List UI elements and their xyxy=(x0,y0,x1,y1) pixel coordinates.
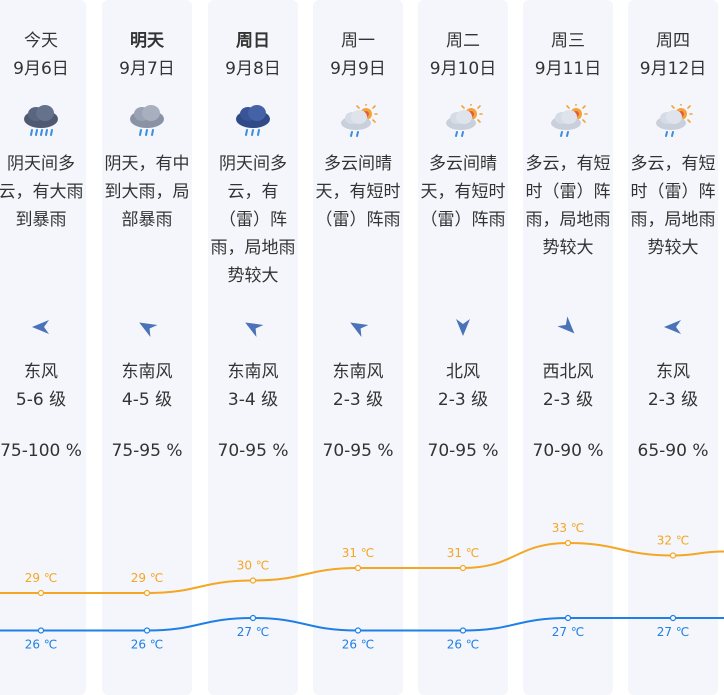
thunder-shower-icon xyxy=(208,104,298,144)
humidity: 75-100 % xyxy=(0,441,82,461)
forecast-day: 周一 9月9日 多云间晴天，有短时（雷）阵雨 xyxy=(313,0,403,695)
day-date: 9月7日 xyxy=(119,59,175,79)
humidity: 70-95 % xyxy=(427,441,499,461)
wind-direction-arrow-icon xyxy=(418,316,508,342)
humidity: 70-95 % xyxy=(217,441,289,461)
forecast-day: 今天 9月6日 阴天间多云，有大雨到暴雨 东风 5-6 级 75-100 % xyxy=(0,0,86,695)
day-name: 周日 xyxy=(236,31,270,51)
wind-direction-arrow-icon xyxy=(208,316,298,342)
wind-direction-arrow-icon xyxy=(313,316,403,342)
day-name: 周四 xyxy=(656,31,690,51)
wind-level: 2-3 级 xyxy=(332,390,384,410)
moderate-rain-icon xyxy=(102,104,192,144)
wind-direction-arrow-icon xyxy=(102,316,192,342)
day-name: 今天 xyxy=(24,31,58,51)
wind-level: 2-3 级 xyxy=(647,390,699,410)
day-name: 明天 xyxy=(130,31,164,51)
day-date: 9月8日 xyxy=(225,59,281,79)
wind-direction-arrow-icon xyxy=(523,316,613,342)
wind-level: 5-6 级 xyxy=(15,390,67,410)
partly-cloudy-shower-icon xyxy=(523,104,613,144)
humidity: 65-90 % xyxy=(637,441,709,461)
partly-cloudy-shower-icon xyxy=(313,104,403,144)
day-date: 9月11日 xyxy=(534,59,602,79)
day-name: 周二 xyxy=(446,31,480,51)
humidity: 70-95 % xyxy=(322,441,394,461)
day-date: 9月12日 xyxy=(639,59,707,79)
weather-description: 阴天，有中到大雨，局部暴雨 xyxy=(104,154,190,230)
wind-direction: 东南风 xyxy=(227,362,279,382)
wind-direction-arrow-icon xyxy=(628,316,718,342)
weather-description: 多云间晴天，有短时（雷）阵雨 xyxy=(315,154,401,230)
wind-direction-arrow-icon xyxy=(0,316,86,342)
wind-level: 2-3 级 xyxy=(437,390,489,410)
humidity: 75-95 % xyxy=(111,441,183,461)
wind-level: 3-4 级 xyxy=(227,390,279,410)
weather-description: 阴天间多云，有（雷）阵雨，局地雨势较大 xyxy=(210,154,296,286)
day-date: 9月6日 xyxy=(13,59,69,79)
wind-direction: 东风 xyxy=(24,362,58,382)
forecast-day: 周四 9月12日 多云，有短时（雷）阵雨，局地雨势较大 xyxy=(628,0,718,695)
wind-level: 2-3 级 xyxy=(542,390,594,410)
day-name: 周三 xyxy=(551,31,585,51)
humidity: 70-90 % xyxy=(532,441,604,461)
forecast-day: 明天 9月7日 阴天，有中到大雨，局部暴雨 东南风 4-5 级 75-95 % xyxy=(102,0,192,695)
day-date: 9月10日 xyxy=(429,59,497,79)
forecast-day: 周日 9月8日 阴天间多云，有（雷）阵雨，局地雨势较大 东南风 3-4 级 70… xyxy=(208,0,298,695)
day-date: 9月9日 xyxy=(330,59,386,79)
partly-cloudy-shower-icon xyxy=(418,104,508,144)
weather-description: 阴天间多云，有大雨到暴雨 xyxy=(0,154,84,230)
heavy-rain-icon xyxy=(0,104,86,144)
wind-direction: 北风 xyxy=(446,362,480,382)
weather-description: 多云，有短时（雷）阵雨，局地雨势较大 xyxy=(630,154,716,258)
partly-cloudy-shower-icon xyxy=(628,104,718,144)
wind-direction: 东南风 xyxy=(121,362,173,382)
wind-direction: 西北风 xyxy=(542,362,594,382)
weather-description: 多云，有短时（雷）阵雨，局地雨势较大 xyxy=(525,154,611,258)
day-name: 周一 xyxy=(341,31,375,51)
forecast-day: 周三 9月11日 多云，有短时（雷）阵雨，局地雨势较大 xyxy=(523,0,613,695)
weather-description: 多云间晴天，有短时（雷）阵雨 xyxy=(420,154,506,230)
wind-level: 4-5 级 xyxy=(121,390,173,410)
wind-direction: 东风 xyxy=(656,362,690,382)
forecast-day: 周二 9月10日 多云间晴天，有短时（雷）阵雨 xyxy=(418,0,508,695)
wind-direction: 东南风 xyxy=(332,362,384,382)
